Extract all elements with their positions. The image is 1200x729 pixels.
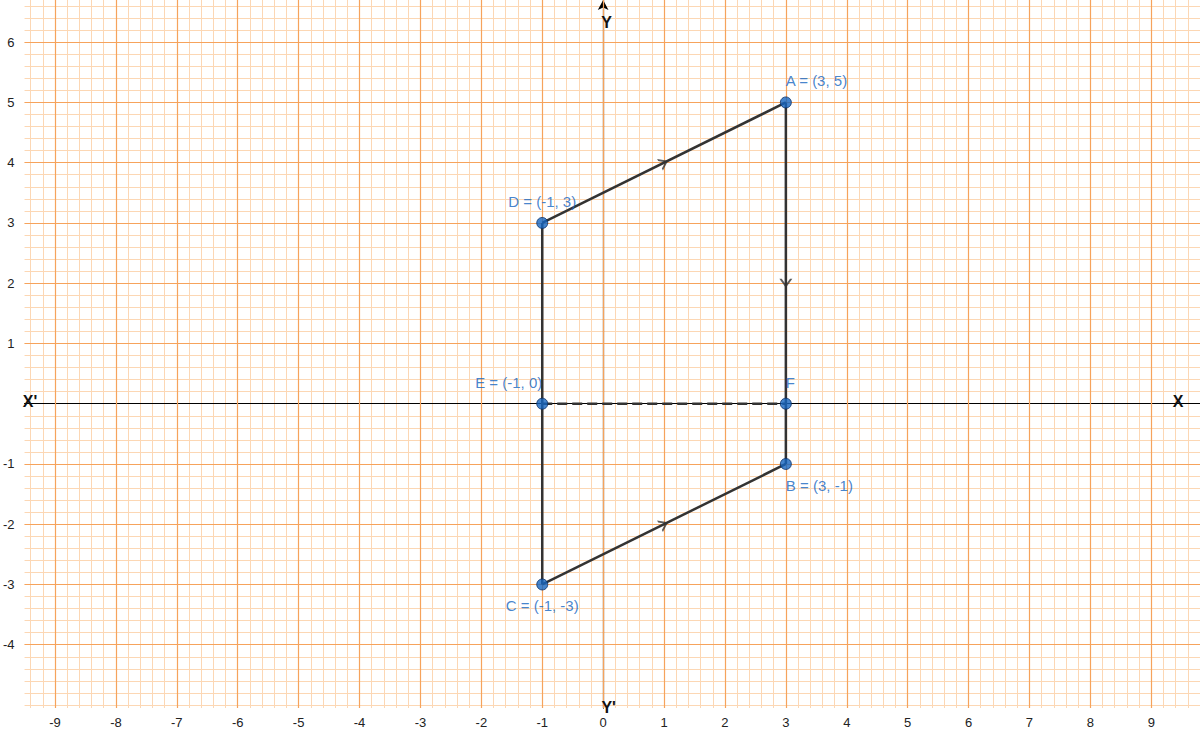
svg-text:-4: -4 <box>354 715 366 729</box>
svg-text:9: 9 <box>1148 715 1155 729</box>
svg-text:-4: -4 <box>3 637 15 652</box>
svg-text:2: 2 <box>721 715 728 729</box>
svg-text:-1: -1 <box>536 715 548 729</box>
svg-text:A = (3, 5): A = (3, 5) <box>786 72 847 89</box>
svg-text:X': X' <box>23 393 37 410</box>
svg-text:E = (-1, 0): E = (-1, 0) <box>475 374 542 391</box>
svg-text:Y': Y' <box>601 699 615 716</box>
svg-text:3: 3 <box>7 215 14 230</box>
svg-text:-2: -2 <box>476 715 488 729</box>
svg-text:1: 1 <box>7 336 14 351</box>
svg-text:D = (-1, 3): D = (-1, 3) <box>508 193 576 210</box>
svg-text:B = (3, -1): B = (3, -1) <box>786 477 853 494</box>
svg-text:4: 4 <box>843 715 850 729</box>
svg-text:-6: -6 <box>232 715 244 729</box>
svg-text:6: 6 <box>965 715 972 729</box>
svg-text:7: 7 <box>1026 715 1033 729</box>
svg-text:-7: -7 <box>171 715 183 729</box>
svg-text:-1: -1 <box>3 456 15 471</box>
svg-text:-3: -3 <box>3 577 15 592</box>
svg-text:6: 6 <box>7 35 14 50</box>
svg-text:4: 4 <box>7 155 14 170</box>
svg-text:-8: -8 <box>110 715 122 729</box>
svg-text:F: F <box>786 374 795 391</box>
svg-text:1: 1 <box>660 715 667 729</box>
svg-text:5: 5 <box>904 715 911 729</box>
svg-text:-5: -5 <box>293 715 305 729</box>
svg-text:-9: -9 <box>49 715 61 729</box>
svg-text:-3: -3 <box>415 715 427 729</box>
svg-text:2: 2 <box>7 276 14 291</box>
svg-text:C = (-1, -3): C = (-1, -3) <box>506 597 579 614</box>
svg-text:0: 0 <box>600 715 607 729</box>
svg-text:8: 8 <box>1087 715 1094 729</box>
svg-text:3: 3 <box>782 715 789 729</box>
svg-text:-2: -2 <box>3 517 15 532</box>
svg-text:X: X <box>1173 393 1184 410</box>
svg-text:5: 5 <box>7 95 14 110</box>
svg-text:Y: Y <box>601 14 612 31</box>
